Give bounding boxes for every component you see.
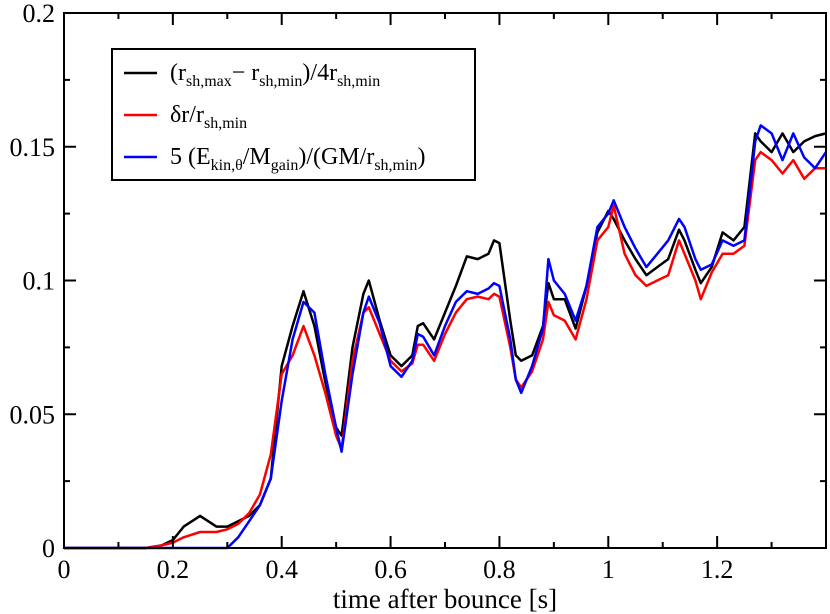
legend-text-part: 5 (E (170, 144, 211, 170)
y-tick-label: 0 (42, 534, 55, 563)
y-tick-label: 0.1 (23, 267, 56, 296)
legend-text-part: /M (243, 144, 271, 170)
legend-subscript: sh,min (204, 115, 247, 132)
tick-layer: 0 0.2 0.4 0.6 0.8 1 1.2 0 0.05 0.1 0.15 0.2 (10, 0, 826, 584)
y-tick-label: 0.15 (10, 133, 56, 162)
x-axis-label: time after bounce [s] (333, 584, 557, 614)
x-tick-label: 0 (58, 555, 71, 584)
x-tick-label: 0.2 (157, 555, 190, 584)
series-line-red (64, 150, 826, 550)
legend-subscript: sh,min (374, 157, 417, 174)
legend-text-part: ) (417, 144, 425, 170)
legend-subscript: gain (271, 157, 299, 174)
x-tick-label: 0.4 (265, 555, 298, 584)
legend-subscript: sh,min (259, 73, 302, 90)
series-line-blue (64, 124, 828, 550)
x-tick-label: 1.2 (701, 555, 734, 584)
legend-subscript: sh,max (186, 73, 232, 90)
x-tick-label: 0.8 (483, 555, 516, 584)
legend-text-part: )/(GM/r (298, 144, 374, 170)
legend-text-part: δr/r (170, 102, 204, 128)
legend-text-part: (r (170, 60, 186, 86)
legend-label-blue: 5 (Ekin,θ/Mgain)/(GM/rsh,min) (170, 144, 425, 174)
y-tick-label: 0.05 (10, 400, 56, 429)
legend-box (111, 48, 476, 181)
y-tick-label: 0.2 (23, 0, 56, 28)
x-tick-label: 1 (602, 555, 615, 584)
x-tick-label: 0.6 (374, 555, 407, 584)
legend-subscript: sh,min (337, 73, 380, 90)
legend-text-part: − r (232, 60, 260, 86)
legend-label-red: δr/rsh,min (170, 102, 247, 132)
legend-label-black: (rsh,max− rsh,min)/4rsh,min (170, 60, 380, 90)
legend-text-part: )/4r (302, 60, 337, 86)
series-layer (64, 124, 828, 550)
legend-subscript: kin,θ (211, 157, 243, 174)
